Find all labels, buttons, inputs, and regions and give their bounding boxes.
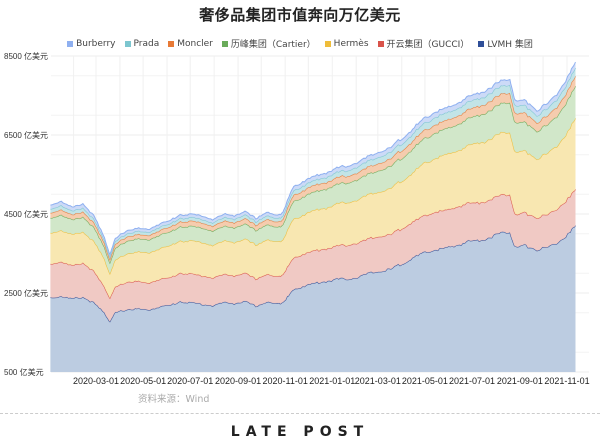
y-tick-label: 4500 亿美元: [4, 210, 49, 219]
legend-item[interactable]: Prada: [124, 37, 160, 50]
x-tick-label: 2020-11-01: [262, 376, 308, 386]
y-tick-label: 500 亿美元: [4, 368, 44, 377]
y-tick-label: 8500 亿美元: [4, 52, 49, 61]
chart-title: 奢侈品集团市值奔向万亿美元: [199, 6, 401, 24]
area-4: [50, 76, 576, 263]
legend-label: Hermès: [333, 38, 369, 49]
brand-letter: O: [319, 424, 338, 440]
area-0: [50, 225, 576, 372]
brand-letters: ATE P: [245, 424, 320, 440]
x-tick-label: 2021-01-01: [309, 376, 356, 386]
x-tick-label: 2021-07-01: [448, 376, 496, 386]
legend-swatch-icon: [221, 40, 228, 47]
brand-letter: L: [230, 424, 246, 440]
legend-item[interactable]: 历峰集团（Cartier）: [221, 37, 316, 50]
area-1: [50, 189, 576, 322]
x-tick-label: 2021-09-01: [496, 376, 543, 386]
legend-item[interactable]: Hermès: [324, 37, 369, 50]
divider: [0, 413, 600, 414]
area-6: [50, 62, 576, 257]
series-line: [50, 61, 576, 256]
legend-item[interactable]: LVMH 集团: [478, 37, 533, 50]
x-tick-label: 2020-05-01: [120, 376, 167, 386]
chart-legend: Burberry Prada Moncler 历峰集团（Cartier） Hermès 开…: [0, 37, 600, 50]
brand-logo: LATE POST: [0, 424, 600, 440]
legend-swatch-icon: [377, 40, 384, 47]
legend-label: 开云集团（GUCCI）: [386, 40, 470, 50]
x-tick-label: 2021-05-01: [401, 376, 448, 386]
y-tick-label: 2500 亿美元: [4, 289, 49, 298]
x-tick-label: 2020-03-01: [72, 376, 120, 386]
legend-swatch-icon: [478, 40, 485, 47]
legend-swatch-icon: [67, 40, 74, 47]
x-tick-label: 2021-11-01: [544, 376, 590, 386]
legend-label: LVMH 集团: [487, 40, 533, 50]
legend-label: Burberry: [76, 38, 116, 49]
legend-swatch-icon: [124, 40, 131, 47]
legend-label: Moncler: [177, 38, 213, 49]
x-tick-label: 2021-03-01: [354, 376, 401, 386]
y-tick-label: 6500 亿美元: [4, 131, 49, 140]
legend-swatch-icon: [324, 40, 331, 47]
source-note: 资料来源：Wind: [138, 394, 210, 405]
area-5: [50, 67, 576, 260]
x-tick-label: 2020-09-01: [215, 376, 262, 386]
legend-label: 历峰集团（Cartier）: [230, 40, 316, 50]
area-2: [50, 118, 576, 299]
legend-item[interactable]: 开云集团（GUCCI）: [377, 37, 470, 50]
x-tick-label: 2020-07-01: [167, 376, 214, 386]
legend-label: Prada: [133, 38, 160, 49]
legend-item[interactable]: Moncler: [168, 37, 213, 50]
legend-item[interactable]: Burberry: [67, 37, 116, 50]
brand-letters: ST: [337, 424, 370, 440]
legend-swatch-icon: [168, 40, 175, 47]
